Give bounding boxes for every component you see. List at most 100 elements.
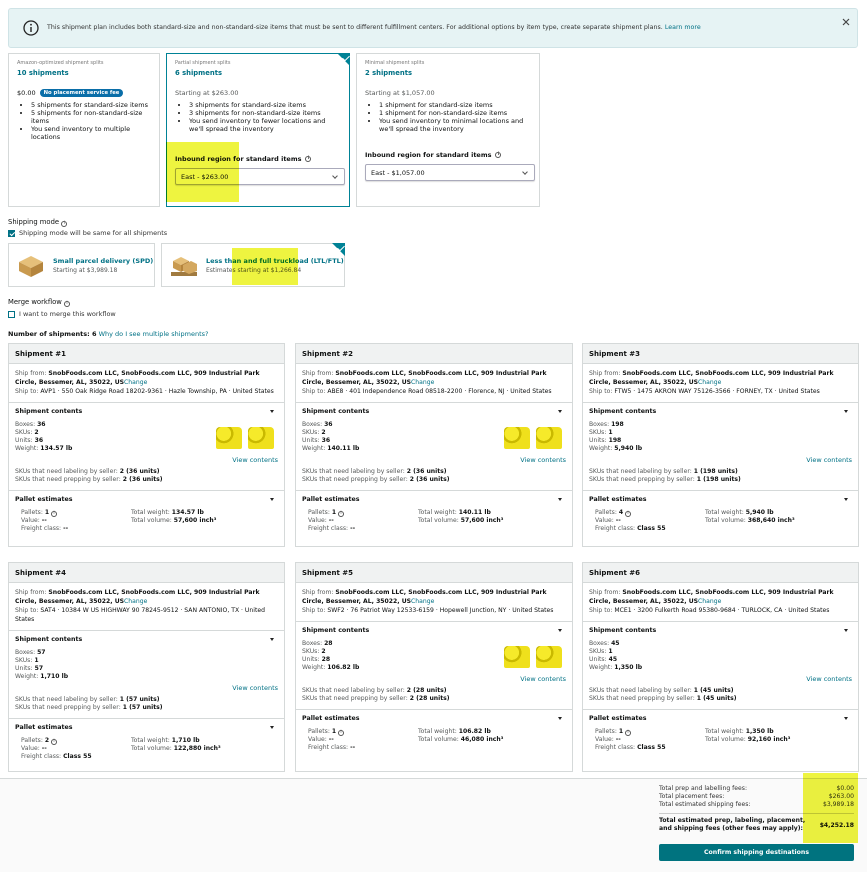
field-value: 106.82 lb [458,728,491,735]
weight-row: Total weight: 134.57 lb [131,509,216,517]
content-row: SKUs: 2 [302,429,566,437]
view-contents-link[interactable]: View contents [520,675,566,683]
change-link[interactable]: Change [698,379,722,386]
field-label: Total weight: [131,737,170,744]
field-value: 1,710 lb [171,737,200,744]
option-title: 10 shipments [17,69,69,77]
contents-section: Shipment contents Boxes: 28 SKUs: 2 Units: … [296,621,572,709]
field-value: SnobFoods.com LLC, SnobFoods.com LLC, 90… [302,589,547,605]
content-row: Weight: 1,350 lb [589,664,852,672]
caret[interactable] [558,629,562,632]
bullets: 1 shipment for standard-size items1 ship… [365,101,531,133]
field-value: -- [615,517,621,524]
caret[interactable] [844,498,848,501]
prepping-row: SKUs that need prepping by seller: 2 (36… [15,476,278,484]
split-option[interactable]: Minimal shipment splits 2 shipments Starti… [356,53,540,207]
view-contents-link[interactable]: View contents [232,456,278,464]
region-select[interactable]: East - $263.00 [175,168,345,185]
change-link[interactable]: Change [698,598,722,605]
bullet: 5 shipments for non-standard-size items [31,109,151,125]
caret[interactable] [844,410,848,413]
region-label: Inbound region for standard items i [175,155,341,163]
field-value: Class 55 [637,744,666,751]
weight-row: Total weight: 5,940 lb [705,509,795,517]
ship-to: Ship to: MCE1 · 3200 Fulkerth Road 95380… [589,606,852,615]
view-contents-link[interactable]: View contents [520,456,566,464]
volume-row: Total volume: 57,600 inch³ [418,517,503,525]
field-value: 36 [324,421,333,428]
split-option[interactable]: Amazon-optimized shipment splits 10 shipm… [8,53,160,207]
close-button[interactable] [841,17,851,27]
caret[interactable] [844,629,848,632]
shipping-mode-option[interactable]: Less than and full truckload (LTL/FTL) Es… [161,243,345,287]
checkbox[interactable] [8,229,15,237]
count-label: Number of shipments: 6 [8,330,97,338]
field-value: 2 [34,429,39,436]
field-value: 45 [611,640,620,647]
fee-row: Total estimated shipping fees: $3,989.18 [659,801,854,808]
addresses: Ship from: SnobFoods.com LLC, SnobFoods.… [583,583,858,621]
mode-sub: Estimates starting at $1,266.84 [206,266,302,274]
contents-section: Shipment contents Boxes: 198 SKUs: 1 Units:… [583,402,858,490]
view-contents-link[interactable]: View contents [806,675,852,683]
field-value: SnobFoods.com LLC, SnobFoods.com LLC, 90… [302,370,547,386]
content-row: SKUs: 2 [15,429,278,437]
pallet-details: Pallets: 1 i Value: -- Freight class: Clas… [589,728,852,752]
content-row: Units: 57 [15,665,278,673]
mode-title: Less than and full truckload (LTL/FTL) [206,256,344,265]
field-value: 57 [34,665,44,672]
merge-checkbox[interactable]: I want to merge this workflow [8,310,116,318]
value-row: Value: -- [308,517,418,525]
pallet-col: Pallets: 1 i Value: -- Freight class: -- [308,509,418,533]
view-contents-link[interactable]: View contents [806,456,852,464]
field-label: Total volume: [418,736,459,743]
change-link[interactable]: Change [124,379,148,386]
view-contents-link[interactable]: View contents [232,684,278,692]
region-select[interactable]: East - $1,057.00 [365,164,535,181]
caret[interactable] [270,498,274,501]
learn-more-link[interactable]: Learn more [664,24,701,31]
content-row: Weight: 140.11 lb [302,445,566,453]
field-label: SKUs: [589,648,607,655]
contents-section: Shipment contents Boxes: 45 SKUs: 1 Units: … [583,621,858,709]
field-value: 2 (36 units) [409,476,450,483]
section-header: Pallet estimates [589,496,647,503]
field-value: 1 [608,429,613,436]
shipping-mode-checkbox[interactable]: Shipping mode will be same for all shipm… [8,229,167,237]
caret[interactable] [558,717,562,720]
change-link[interactable]: Change [124,598,148,605]
change-link[interactable]: Change [411,379,435,386]
checkbox[interactable] [8,310,15,318]
prepping-row: SKUs that need prepping by seller: 2 (36… [302,476,566,484]
caret[interactable] [844,717,848,720]
caret[interactable] [270,638,274,641]
content-row: Weight: 106.82 lb [302,664,566,672]
caret[interactable] [270,410,274,413]
bullet: You send inventory to fewer locations an… [189,117,341,133]
field-value: 1,350 lb [745,728,774,735]
field-value: -- [350,525,356,532]
info-banner: This shipment plan includes both standar… [8,8,858,48]
caret[interactable] [270,726,274,729]
caret[interactable] [558,410,562,413]
field-label: Value: [21,745,40,752]
why-link[interactable]: Why do I see multiple shipments? [98,330,209,338]
bullet: You send inventory to multiple locations [31,125,151,141]
content-row: Units: 36 [15,437,278,445]
field-label: Total volume: [131,517,172,524]
split-option[interactable]: Partial shipment splits 6 shipments Starti… [166,53,350,207]
section-header: Shipment contents [589,408,657,415]
confirm-button[interactable]: Confirm shipping destinations [659,844,854,861]
label: Shipping mode [8,218,60,226]
shipment-title: Shipment #2 [296,344,572,364]
field-label: SKUs that need prepping by seller: [15,704,121,711]
bullet: 1 shipment for non-standard-size items [379,109,531,117]
shipping-mode-option[interactable]: Small parcel delivery (SPD) Starting at $… [8,243,155,287]
banner-text: This shipment plan includes both standar… [47,24,663,31]
field-label: Pallets: [595,728,617,735]
content-row: Boxes: 45 [589,640,852,648]
merge-label: Merge workflow i [8,298,70,307]
caret[interactable] [558,498,562,501]
section-header: Shipment contents [589,627,657,634]
change-link[interactable]: Change [411,598,435,605]
